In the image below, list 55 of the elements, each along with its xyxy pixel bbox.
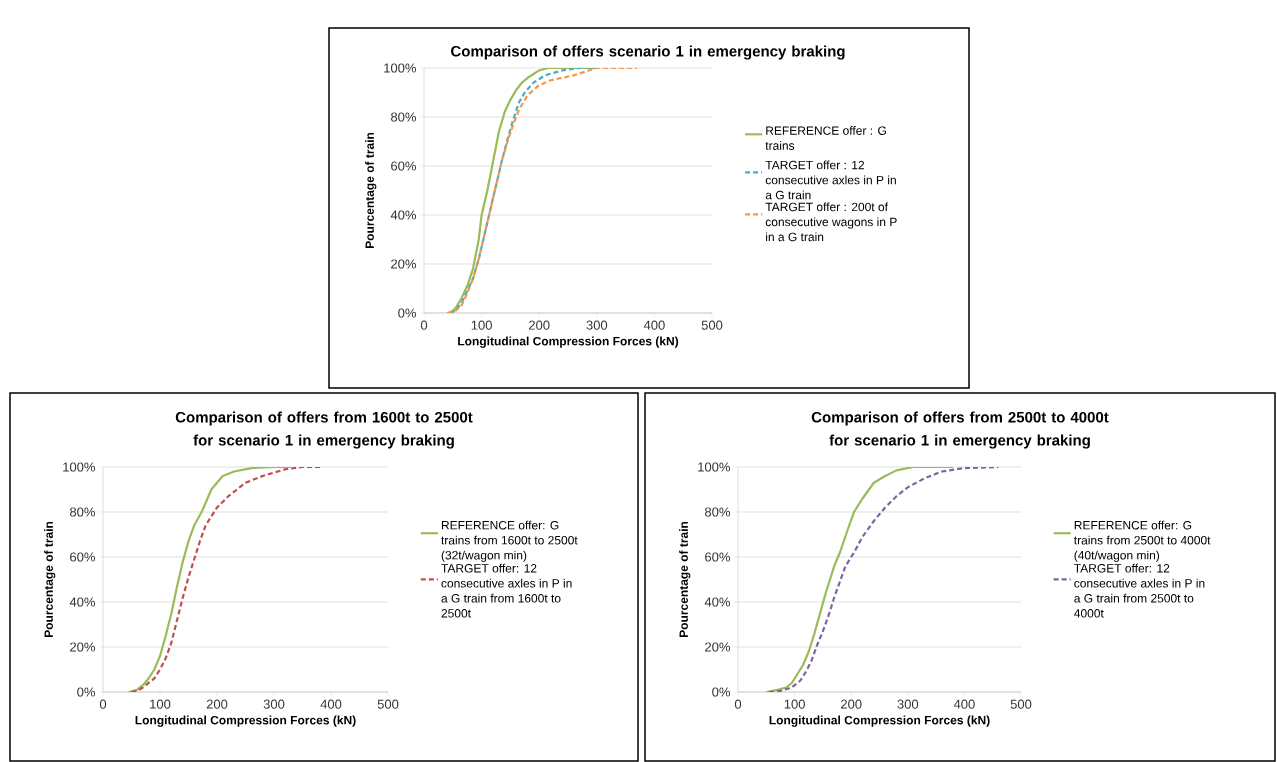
y-tick-label: 80% [705, 507, 731, 517]
chart-title: Comparison of offers from 2500t to 4000t for scenario 1 in emergency braking [811, 411, 1109, 449]
y-axis-title: Pourcentage of train [365, 132, 377, 249]
y-axis-title: Pourcentage of train [679, 521, 691, 638]
chart-title: Comparison of offers scenario 1 in emergency braking [451, 45, 845, 60]
x-tick-label: 200 [841, 699, 862, 709]
y-tick-label: 40% [390, 210, 417, 220]
y-tick-label: 100% [63, 462, 96, 472]
y-tick-label: 100% [698, 462, 731, 472]
x-tick-label: 500 [701, 320, 723, 330]
x-axis-title: Longitudinal Compression Forces (kN) [458, 336, 679, 348]
x-tick-label: 400 [953, 699, 975, 709]
y-tick-label: 0% [77, 687, 96, 697]
x-axis-title: Longitudinal Compression Forces (kN) [135, 715, 356, 727]
y-tick-label: 100% [384, 63, 417, 73]
y-tick-label: 40% [704, 597, 731, 607]
legend-label: REFERENCE offer : G trains [765, 126, 886, 150]
x-axis-title: Longitudinal Compression Forces (kN) [769, 715, 990, 727]
x-tick-label: 500 [1010, 699, 1032, 709]
y-tick-label: 20% [391, 259, 417, 269]
y-tick-label: 80% [70, 507, 96, 517]
x-tick-label: 0 [734, 699, 742, 709]
y-tick-label: 80% [391, 112, 417, 122]
x-tick-label: 400 [643, 320, 665, 330]
legend-label: REFERENCE offer: G trains from 2500t to 4000t (40t/wagon min) [1073, 520, 1211, 562]
legend-label: TARGET offer: 12 consecutive axles in P in a G train from 2500t to 4000t [1074, 563, 1205, 618]
y-tick-label: 60% [391, 161, 417, 171]
y-axis-title: Pourcentage of train [44, 521, 56, 638]
line-series [765, 466, 955, 692]
x-tick-label: 200 [529, 320, 550, 330]
x-tick-label: 100 [784, 699, 805, 709]
x-tick-label: 100 [471, 320, 492, 330]
x-tick-label: 300 [586, 320, 608, 330]
legend-label: TARGET offer : 12 consecutive axles in P in a G train [765, 160, 896, 200]
y-tick-label: 60% [705, 552, 731, 562]
legend-label: TARGET offer : 200t of consecutive wagons in P in a G train [765, 202, 897, 242]
x-tick-label: 200 [206, 699, 228, 709]
y-tick-label: 20% [70, 642, 96, 652]
y-tick-label: 20% [705, 642, 731, 652]
x-tick-label: 500 [377, 699, 399, 709]
chart-title: Comparison of offers from 1600t to 2500t for scenario 1 in emergency braking [175, 411, 473, 449]
y-tick-label: 0% [712, 687, 731, 697]
line-series [768, 466, 1000, 692]
legend-label: REFERENCE offer: G trains from 1600t to 2500t (32t/wagon min) [441, 520, 578, 562]
x-tick-label: 100 [150, 699, 171, 709]
legend-label: TARGET offer: 12 consecutive axles in P in a G train from 1600t to 2500t [441, 563, 572, 618]
x-tick-label: 0 [99, 699, 107, 709]
x-tick-label: 400 [320, 699, 342, 709]
x-tick-label: 0 [420, 320, 428, 330]
x-tick-label: 300 [263, 699, 285, 709]
y-tick-label: 40% [69, 597, 96, 607]
x-tick-label: 300 [897, 699, 919, 709]
y-tick-label: 0% [398, 308, 417, 318]
line-series [127, 466, 293, 692]
y-tick-label: 60% [70, 552, 96, 562]
